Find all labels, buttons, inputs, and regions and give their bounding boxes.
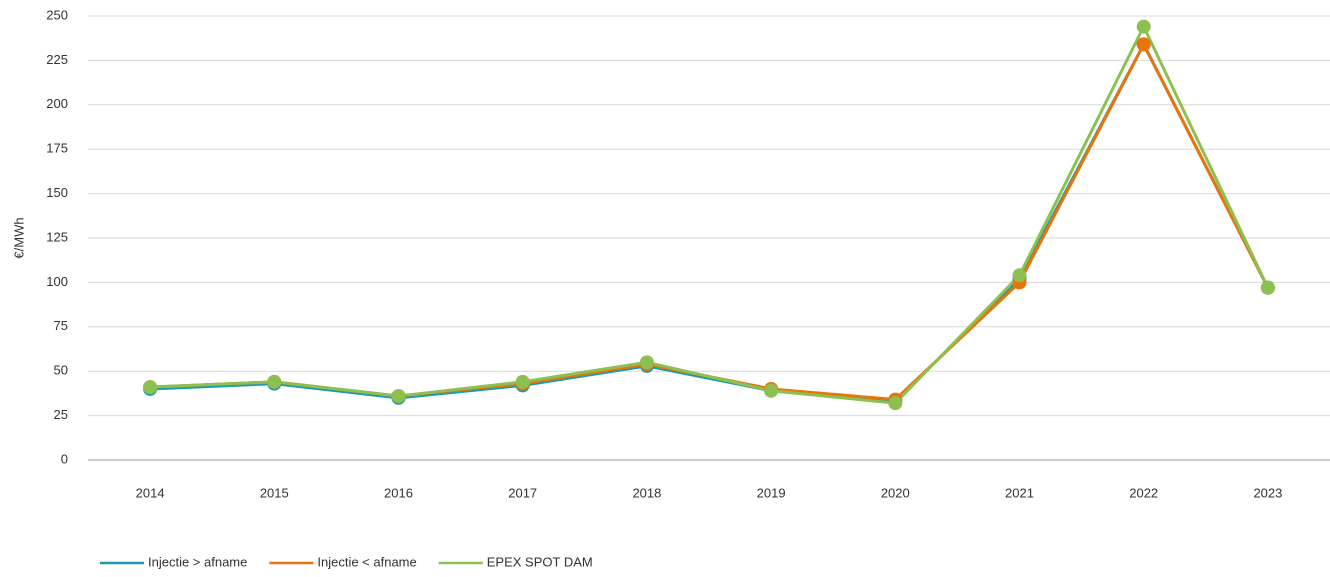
data-point xyxy=(764,383,779,398)
y-tick-label: 50 xyxy=(54,363,68,378)
x-tick-label: 2015 xyxy=(260,485,289,500)
data-point xyxy=(888,396,903,411)
x-tick-label: 2023 xyxy=(1253,485,1282,500)
x-tick-label: 2016 xyxy=(384,485,413,500)
data-point xyxy=(267,374,282,389)
y-tick-label: 175 xyxy=(46,141,68,156)
data-point xyxy=(1136,37,1151,52)
y-tick-label: 0 xyxy=(61,451,68,466)
data-point xyxy=(1136,19,1151,34)
data-point xyxy=(515,374,530,389)
x-tick-label: 2017 xyxy=(508,485,537,500)
y-axis-label: €/MWh xyxy=(11,217,26,258)
data-point xyxy=(639,355,654,370)
legend-label: EPEX SPOT DAM xyxy=(487,554,593,569)
data-point xyxy=(391,389,406,404)
data-point xyxy=(143,380,158,395)
x-tick-label: 2020 xyxy=(881,485,910,500)
x-tick-label: 2021 xyxy=(1005,485,1034,500)
y-tick-label: 125 xyxy=(46,229,68,244)
legend-label: Injectie < afname xyxy=(317,554,416,569)
y-tick-label: 250 xyxy=(46,7,68,22)
x-tick-label: 2014 xyxy=(136,485,165,500)
data-point xyxy=(1012,268,1027,283)
y-tick-label: 225 xyxy=(46,52,68,67)
y-tick-label: 200 xyxy=(46,96,68,111)
data-point xyxy=(1260,280,1275,295)
x-tick-label: 2019 xyxy=(757,485,786,500)
series-line xyxy=(150,25,1270,405)
y-tick-label: 25 xyxy=(54,407,68,422)
y-tick-label: 75 xyxy=(54,318,68,333)
x-tick-label: 2022 xyxy=(1129,485,1158,500)
legend-label: Injectie > afname xyxy=(148,554,247,569)
x-tick-label: 2018 xyxy=(632,485,661,500)
y-tick-label: 150 xyxy=(46,185,68,200)
series-line xyxy=(150,42,1270,402)
series-line xyxy=(150,42,1270,403)
y-tick-label: 100 xyxy=(46,274,68,289)
